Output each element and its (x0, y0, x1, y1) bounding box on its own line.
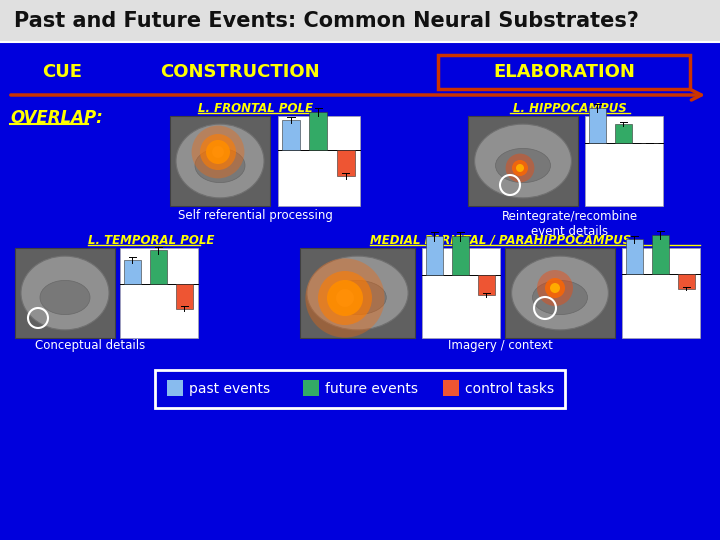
Bar (585, 116, 663, 206)
Text: Reintegrate/recombine
event details: Reintegrate/recombine event details (502, 210, 638, 238)
Bar (15, 248, 115, 338)
Bar (0, 0, 720, 42)
Circle shape (512, 160, 528, 176)
Bar (452, 237, 469, 275)
Bar (167, 380, 183, 396)
Text: control tasks: control tasks (465, 382, 554, 396)
Bar (176, 285, 193, 309)
Ellipse shape (195, 148, 245, 183)
Circle shape (192, 126, 244, 178)
Ellipse shape (329, 280, 386, 315)
Circle shape (206, 140, 230, 164)
Circle shape (305, 259, 384, 338)
Ellipse shape (176, 124, 264, 198)
Text: L. FRONTAL POLE: L. FRONTAL POLE (197, 102, 312, 114)
Circle shape (336, 289, 354, 307)
Ellipse shape (512, 256, 608, 330)
Ellipse shape (21, 256, 109, 330)
Bar (505, 248, 615, 338)
Ellipse shape (307, 256, 408, 330)
Text: L. HIPPOCAMPUS: L. HIPPOCAMPUS (513, 102, 627, 114)
Text: past events: past events (189, 382, 270, 396)
Ellipse shape (495, 148, 551, 183)
Text: L. TEMPORAL POLE: L. TEMPORAL POLE (88, 233, 215, 246)
Bar (150, 251, 167, 285)
Text: Conceptual details: Conceptual details (35, 339, 145, 352)
Bar (615, 124, 632, 144)
Bar (155, 370, 565, 408)
Circle shape (212, 146, 224, 158)
Bar (310, 112, 327, 150)
Bar (422, 248, 500, 338)
Bar (622, 248, 700, 338)
Text: OVERLAP:: OVERLAP: (10, 109, 103, 127)
Circle shape (200, 134, 236, 170)
Bar (589, 108, 606, 144)
Bar (124, 260, 141, 285)
Circle shape (516, 164, 524, 172)
Circle shape (318, 271, 372, 325)
Text: Past and Future Events: Common Neural Substrates?: Past and Future Events: Common Neural Su… (14, 11, 639, 31)
Ellipse shape (474, 124, 572, 198)
Circle shape (505, 153, 534, 183)
Text: Self referential processing: Self referential processing (178, 208, 333, 221)
Bar (678, 274, 695, 289)
Bar (626, 239, 643, 274)
Bar (120, 248, 198, 338)
Circle shape (545, 278, 565, 298)
Text: MEDIAL PARIETAL / PARAHIPPOCAMPUS: MEDIAL PARIETAL / PARAHIPPOCAMPUS (370, 233, 631, 246)
Text: CONSTRUCTION: CONSTRUCTION (160, 63, 320, 81)
Bar (337, 150, 354, 177)
Bar (282, 120, 300, 150)
Bar (300, 248, 415, 338)
Bar (443, 380, 459, 396)
Bar (426, 237, 443, 275)
Bar (303, 380, 319, 396)
Text: ELABORATION: ELABORATION (493, 63, 635, 81)
Bar (478, 275, 495, 295)
Bar (170, 116, 270, 206)
Text: future events: future events (325, 382, 418, 396)
Ellipse shape (40, 280, 90, 315)
Circle shape (537, 270, 573, 306)
Ellipse shape (533, 280, 588, 315)
Bar (652, 235, 669, 274)
Text: Imagery / context: Imagery / context (448, 339, 552, 352)
Bar (438, 55, 690, 89)
Bar (468, 116, 578, 206)
Circle shape (327, 280, 363, 316)
Circle shape (550, 283, 560, 293)
Bar (278, 116, 360, 206)
Text: CUE: CUE (42, 63, 82, 81)
